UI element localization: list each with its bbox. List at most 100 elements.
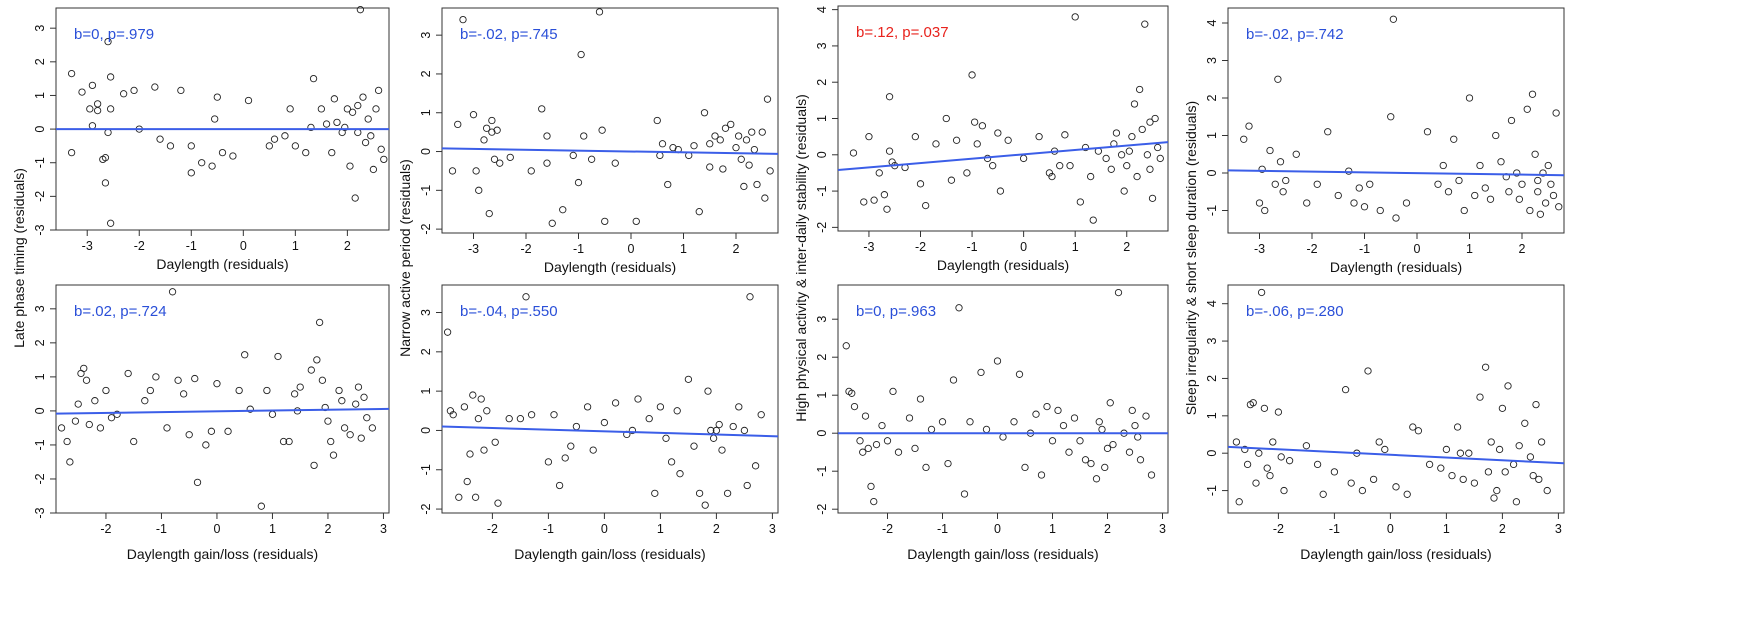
data-point [849,149,858,157]
data-point [372,105,380,113]
data-point [85,420,93,429]
data-point [329,451,338,459]
scatter-panel-3: -3 -2 -1 0 1 2 -2 -1 0 1 2 3 4 b=.12, p=.037 Daylength… [793,5,1169,422]
data-point [1156,154,1164,163]
data-point [86,105,94,113]
data-point [695,489,704,497]
data-point [970,118,979,126]
stat-annotation: b=.02, p=.724 [74,303,167,320]
regression-line [441,147,779,155]
data-point [1131,421,1139,430]
data-point [905,414,914,422]
data-point [1037,471,1046,479]
data-point [1552,109,1560,117]
data-point [1403,490,1411,498]
scatter-panel-5: -2 -1 0 1 2 3 -3 -2 -1 0 1 2 3 b=.02, p=.724 Daylength… [33,284,390,562]
x-tick-label: 2 [713,522,720,536]
x-tick-label: 0 [1387,522,1394,536]
data-point [101,179,110,187]
y-tick-label: -1 [815,185,829,196]
data-point [715,420,723,429]
data-point [880,191,889,199]
stat-annotation: b=-.04, p=.550 [460,303,558,320]
data-point [354,101,362,110]
data-point [860,198,868,206]
x-tick-label: 0 [1020,240,1027,254]
data-point [548,219,556,227]
data-point [543,132,551,140]
data-point [309,74,318,83]
data-point [496,159,504,167]
y-tick-label: 4 [815,6,829,13]
data-point [285,437,293,446]
data-point [911,444,919,453]
data-point [449,411,457,419]
data-point [867,482,875,491]
data-point [753,180,761,189]
data-point [207,427,216,435]
data-point [1271,180,1279,188]
stat-annotation: b=-.02, p=.742 [1246,26,1344,43]
data-point [67,69,76,78]
data-point [1130,100,1139,108]
x-tick-label: -1 [543,522,554,536]
regression-line [1227,445,1565,465]
data-point [1133,172,1141,181]
data-point [356,6,365,14]
data-point [296,383,304,391]
data-point [1066,162,1074,170]
data-point [177,86,185,95]
data-point [493,126,501,134]
data-point [82,376,91,384]
data-point [561,454,569,462]
data-point [506,153,514,162]
data-point [270,135,279,143]
data-point [1366,180,1374,188]
data-point [377,145,385,153]
data-point [330,95,339,103]
data-point [522,293,530,301]
data-point [104,128,112,137]
data-point [66,458,74,466]
data-point [1512,498,1521,506]
x-tick-label: -2 [1273,522,1284,536]
data-point [577,50,585,59]
data-point [202,441,210,449]
data-point [709,434,718,442]
data-point [119,90,128,98]
data-point [861,412,870,420]
data-point [1043,402,1051,411]
data-point [1151,114,1159,123]
data-point [213,380,221,388]
data-point [1495,445,1504,454]
data-point [766,167,774,175]
data-point [960,490,969,498]
data-point [96,424,105,432]
data-point [1555,203,1563,211]
data-point [922,201,930,210]
data-point [317,105,326,113]
data-point [363,414,371,422]
data-point [574,178,583,187]
data-point [740,426,749,435]
data-point [1539,169,1547,177]
y-tick-label: 1 [419,388,433,395]
x-tick-label: 2 [1499,522,1506,536]
data-point [88,122,97,130]
stat-annotation: b=0, p=.979 [74,26,154,43]
y-tick-label: 2 [33,58,47,65]
data-point [74,400,82,408]
data-point [1437,464,1445,472]
data-point [656,151,664,160]
data-point [1257,288,1266,297]
data-point [1534,188,1542,196]
data-point [589,446,597,454]
data-point [716,136,724,144]
data-point [1081,143,1090,152]
x-tick-label: -3 [1254,242,1265,256]
data-point [938,418,947,426]
data-point [1369,475,1378,484]
data-point [1285,457,1294,465]
y-axis-label: Late phase timing (residuals) [11,168,27,348]
